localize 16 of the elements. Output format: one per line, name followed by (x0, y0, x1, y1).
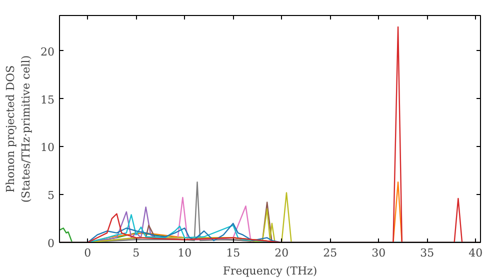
x-tick-label: 30 (372, 246, 386, 260)
x-tick-label: 40 (468, 246, 483, 260)
x-tick-label: 15 (226, 246, 240, 260)
y-axis-title: Phonon projected DOS (States/THz·primitive cell) (4, 55, 33, 203)
x-tick-label: 35 (420, 246, 434, 260)
x-tick-label: 5 (132, 246, 140, 260)
y-tick-label: 15 (40, 93, 55, 106)
x-tick-label: 20 (274, 246, 289, 260)
x-axis-title: Frequency (THz) (222, 264, 318, 278)
y-tick-label: 10 (40, 141, 55, 154)
y-tick-label: 0 (48, 237, 54, 250)
x-tick-label: 10 (178, 246, 192, 260)
y-tick-label: 20 (40, 45, 55, 58)
x-tick-label: 25 (323, 246, 338, 260)
y-tick-label: 5 (48, 189, 54, 202)
x-tick-label: 0 (84, 246, 92, 260)
